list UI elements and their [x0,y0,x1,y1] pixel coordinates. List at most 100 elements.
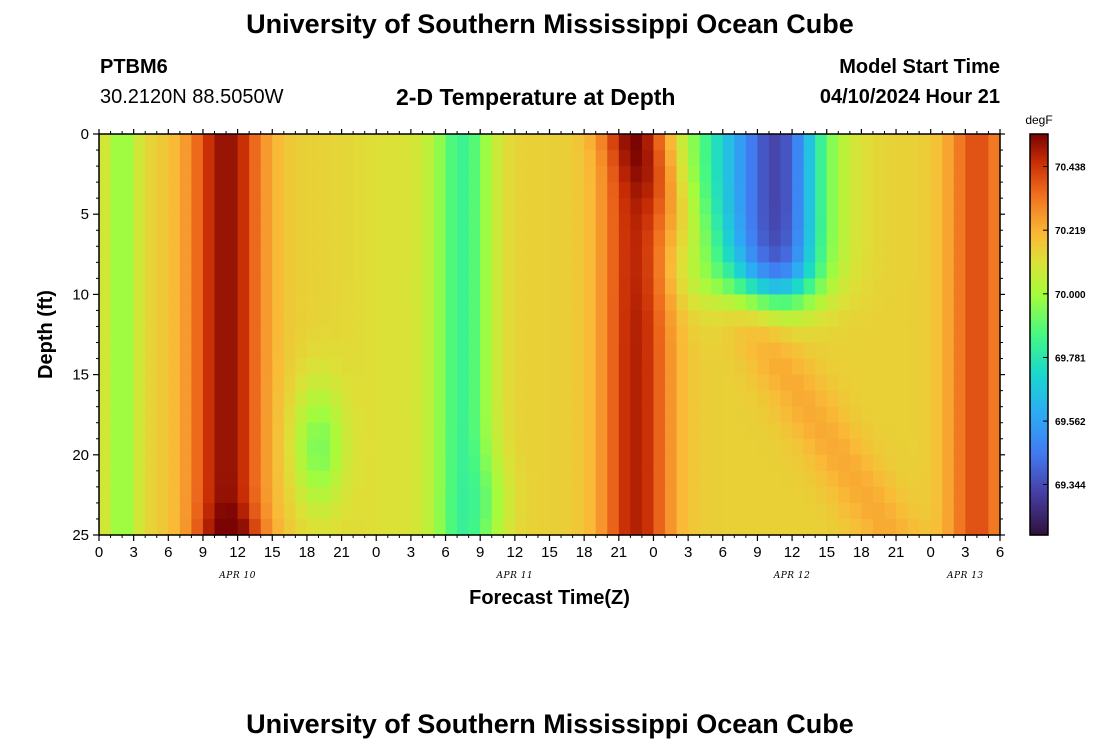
heatmap-cell [457,310,470,328]
heatmap-cell [179,214,193,231]
heatmap-cell [422,278,435,295]
heatmap-cell [872,422,886,440]
heatmap-cell [491,294,504,312]
heatmap-cell [976,182,990,199]
heatmap-cell [965,326,978,344]
heatmap-cell [919,502,932,520]
heatmap-cell [884,182,897,199]
heatmap-cell [618,374,631,392]
heatmap-cell [330,294,343,312]
heatmap-cell [191,230,204,247]
heatmap-cell [976,230,990,247]
heatmap-cell [584,406,597,424]
heatmap-cell [688,278,701,295]
heatmap-cell [699,278,712,295]
heatmap-cell [191,214,204,231]
heatmap-cell [99,454,112,472]
heatmap-cell [491,502,504,520]
heatmap-cell [584,358,597,376]
colorbar-segment [1030,489,1048,493]
heatmap-cell [803,422,816,440]
heatmap-cell [249,502,262,520]
heatmap-cell [734,326,747,344]
heatmap-cell [237,486,250,504]
colorbar-label: 69.562 [1055,417,1086,428]
heatmap-cell [930,166,943,183]
heatmap-cell [537,470,551,488]
heatmap-cell [353,134,366,151]
heatmap-cell [884,214,897,231]
heatmap-cell [757,150,770,167]
heatmap-cell [768,294,782,312]
heatmap-cell [330,198,343,215]
heatmap-cell [537,518,551,536]
heatmap-cell [260,390,273,408]
heatmap-cell [145,342,158,360]
heatmap-cell [202,406,216,424]
heatmap-cell [792,518,805,536]
y-tick-label: 15 [72,367,89,384]
colorbar-segment [1030,159,1048,163]
heatmap-cell [364,246,377,263]
heatmap-cell [745,294,759,312]
heatmap-cell [803,134,816,151]
heatmap-cell [330,150,343,167]
heatmap-cell [688,198,701,215]
heatmap-cell [202,246,216,263]
heatmap-cell [953,390,966,408]
heatmap-cell [584,198,597,215]
heatmap-cell [699,502,712,520]
heatmap-cell [849,214,862,231]
heatmap-cell [295,374,308,392]
heatmap-cell [561,342,574,360]
heatmap-cell [537,230,551,247]
heatmap-cell [306,214,320,231]
heatmap-cell [688,230,701,247]
heatmap-cell [641,182,655,199]
heatmap-cell [607,438,620,456]
heatmap-cell [849,422,862,440]
heatmap-cell [214,134,227,151]
heatmap-cell [445,326,458,344]
heatmap-cell [306,198,320,215]
heatmap-cell [514,342,527,360]
heatmap-cell [145,326,158,344]
heatmap-cell [584,342,597,360]
heatmap-cell [145,214,158,231]
colorbar-segment [1030,492,1048,496]
heatmap-cell [768,374,782,392]
colorbar-segment [1030,487,1048,491]
heatmap-cell [168,150,181,167]
x-tick-label: 3 [129,544,137,561]
heatmap-cell [884,518,897,536]
heatmap-cell [122,374,135,392]
heatmap-cell [202,390,216,408]
heatmap-cell [757,198,770,215]
heatmap-cell [110,166,123,183]
heatmap-cell [722,342,735,360]
heatmap-cell [168,342,181,360]
heatmap-cell [849,230,862,247]
heatmap-cell [514,358,527,376]
heatmap-cell [768,182,782,199]
heatmap-cell [110,518,123,536]
x-tick-label: 21 [888,544,905,561]
heatmap-cell [202,230,216,247]
heatmap-cell [734,294,747,312]
heatmap-cell [376,374,389,392]
colorbar-segment [1030,151,1048,155]
heatmap-cell [930,358,943,376]
heatmap-cell [838,342,851,360]
heatmap-cell [122,470,135,488]
heatmap-cell [399,262,412,279]
colorbar-segment [1030,399,1048,403]
heatmap-cell [988,214,1001,231]
heatmap-cell [99,326,112,344]
heatmap-cell [665,358,678,376]
heatmap-cell [930,470,943,488]
heatmap-cell [480,358,493,376]
heatmap-cell [780,406,793,424]
heatmap-cell [988,374,1001,392]
heatmap-cell [364,406,377,424]
colorbar-segment [1030,467,1048,471]
